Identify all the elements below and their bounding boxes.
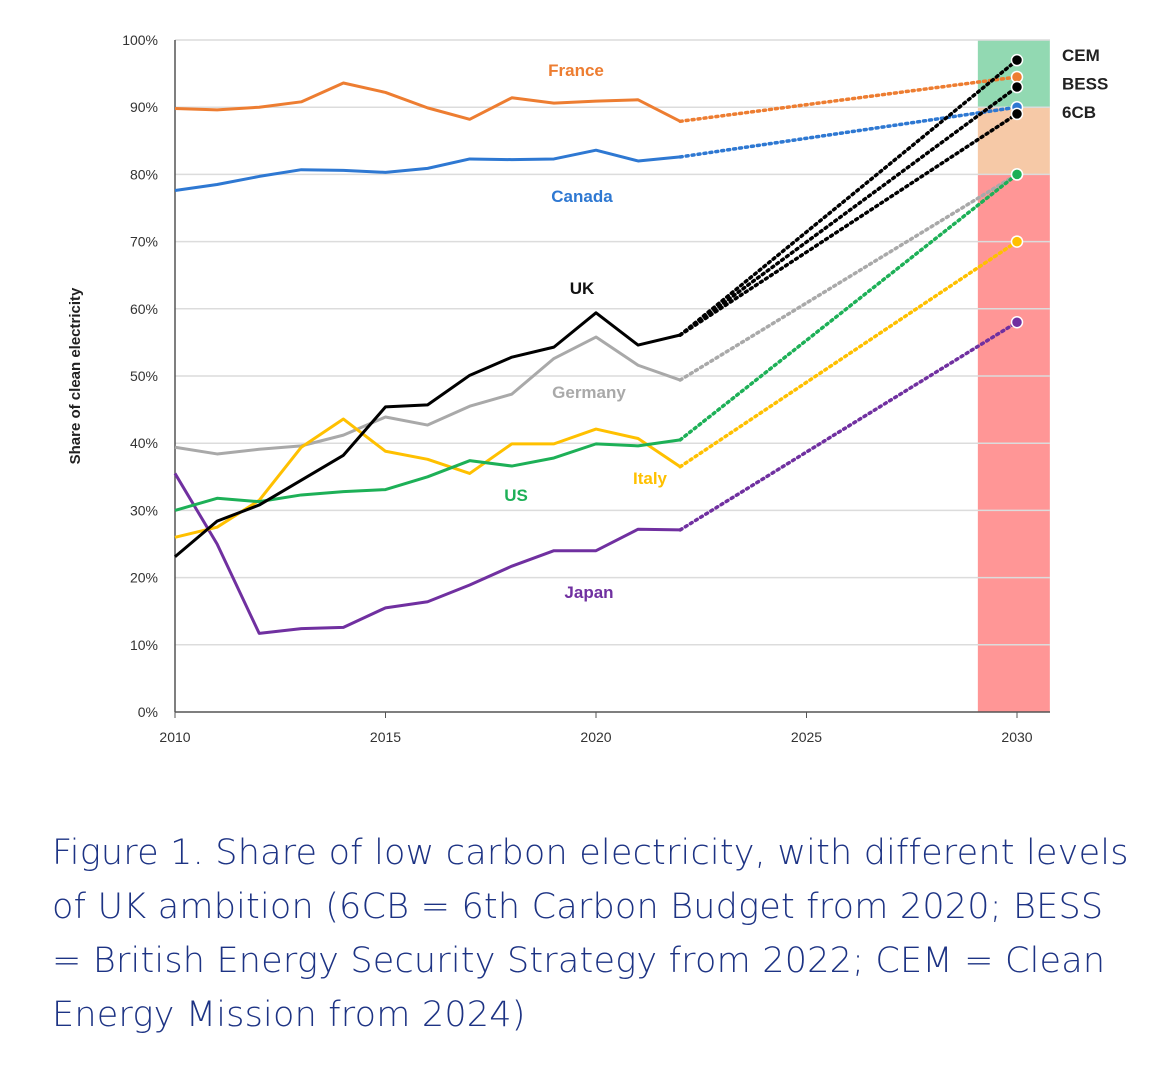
ambition-label: 6CB	[1062, 103, 1096, 122]
y-tick-label: 90%	[130, 99, 158, 115]
series-line-france	[174, 81, 681, 123]
target-point-italy	[1010, 235, 1024, 248]
projection-line-germany	[678, 172, 1019, 382]
line-chart: 0% 10% 20% 30% 40% 50% 60% 70% 80% 90% 100% 2010 201…	[67, 32, 1108, 745]
projection-line-uk	[678, 58, 1019, 337]
projection-line-japan	[678, 320, 1019, 532]
y-tick-label: 80%	[130, 166, 158, 182]
target-point-uk	[1010, 53, 1024, 67]
target-point-uk	[1010, 107, 1024, 121]
target-point-us	[1010, 168, 1024, 181]
y-tick-label: 70%	[130, 234, 158, 250]
series-label-canada: Canada	[551, 187, 613, 206]
x-tick-label: 2010	[159, 729, 190, 745]
series-line-uk	[174, 311, 681, 558]
target-point-japan	[1010, 315, 1024, 329]
y-tick-label: 50%	[130, 368, 158, 384]
series-label-us: US	[504, 486, 528, 505]
projection-line-us	[678, 172, 1019, 442]
x-tick-label: 2030	[1001, 729, 1032, 745]
x-tick-label: 2020	[580, 729, 611, 745]
projection-line-uk	[678, 112, 1019, 337]
ambition-label: CEM	[1062, 46, 1100, 65]
ambition-label: BESS	[1062, 75, 1108, 94]
projection-line-canada	[678, 105, 1019, 159]
series-line-germany	[174, 335, 681, 456]
series-label-japan: Japan	[564, 583, 613, 602]
y-axis-label: Share of clean electricity	[67, 287, 84, 464]
x-tick-label: 2015	[370, 729, 401, 745]
series-label-uk: UK	[570, 279, 595, 298]
x-tick-label: 2025	[791, 729, 822, 745]
y-tick-label: 100%	[122, 32, 158, 48]
projection-line-italy	[678, 239, 1019, 469]
y-tick-label: 30%	[130, 502, 158, 518]
y-tick-label: 40%	[130, 435, 158, 451]
series-line-canada	[174, 148, 681, 193]
series-line-us	[174, 438, 681, 512]
target-point-uk	[1010, 80, 1024, 94]
series-line-japan	[173, 472, 681, 635]
y-tick-label: 60%	[130, 301, 158, 317]
figure-caption: Figure 1. Share of low carbon electricit…	[52, 833, 1129, 1035]
projection-line-uk	[678, 85, 1019, 337]
y-tick-label: 0%	[138, 704, 158, 720]
y-tick-label: 10%	[130, 637, 158, 653]
series-label-italy: Italy	[633, 469, 668, 488]
series-label-france: France	[548, 61, 604, 80]
y-tick-label: 20%	[130, 570, 158, 586]
series-label-germany: Germany	[552, 383, 626, 402]
projection-line-france	[678, 75, 1019, 124]
